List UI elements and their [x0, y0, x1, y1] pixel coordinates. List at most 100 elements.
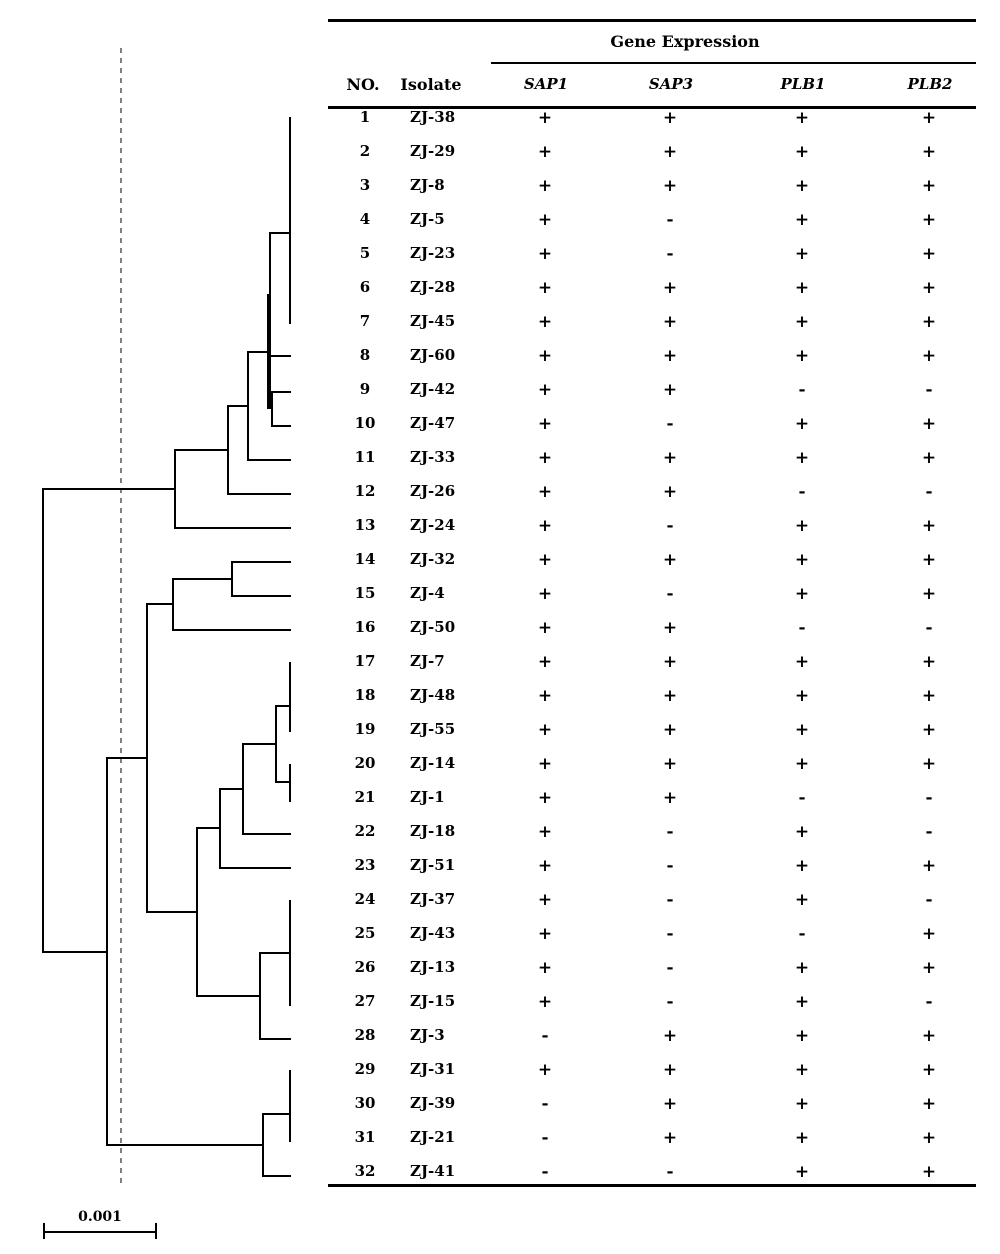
isolate-name: ZJ-39: [410, 1094, 456, 1112]
expression-plb2: +: [921, 312, 937, 332]
row-number: 11: [354, 448, 376, 466]
row-number: 9: [359, 380, 371, 398]
expression-sap1: +: [537, 754, 553, 774]
table-row: 14 ZJ-32 + + + +: [328, 550, 976, 584]
expression-sap1: +: [537, 210, 553, 230]
isolate-name: ZJ-23: [410, 244, 456, 262]
table-row: 31 ZJ-21 - + + +: [328, 1128, 976, 1162]
expression-sap3: +: [662, 550, 678, 570]
expression-sap1: +: [537, 414, 553, 434]
row-number: 26: [354, 958, 376, 976]
column-header-sap3: SAP3: [648, 75, 694, 93]
row-number: 27: [354, 992, 376, 1010]
expression-sap1: +: [537, 1060, 553, 1080]
isolate-name: ZJ-33: [410, 448, 456, 466]
expression-sap3: -: [666, 516, 674, 536]
table-row: 20 ZJ-14 + + + +: [328, 754, 976, 788]
expression-plb2: +: [921, 448, 937, 468]
isolate-name: ZJ-1: [410, 788, 445, 806]
column-header-sap1: SAP1: [523, 75, 569, 93]
isolate-name: ZJ-38: [410, 108, 456, 126]
expression-plb2: +: [921, 686, 937, 706]
expression-plb1: +: [794, 720, 810, 740]
expression-sap1: +: [537, 108, 553, 128]
expression-plb1: -: [798, 482, 806, 502]
table-row: 13 ZJ-24 + - + +: [328, 516, 976, 550]
expression-sap3: +: [662, 278, 678, 298]
expression-plb2: +: [921, 720, 937, 740]
table-row: 30 ZJ-39 - + + +: [328, 1094, 976, 1128]
row-number: 28: [354, 1026, 376, 1044]
expression-plb2: +: [921, 210, 937, 230]
isolate-name: ZJ-29: [410, 142, 456, 160]
isolate-name: ZJ-50: [410, 618, 456, 636]
isolate-name: ZJ-43: [410, 924, 456, 942]
row-number: 17: [354, 652, 376, 670]
isolate-name: ZJ-8: [410, 176, 445, 194]
expression-sap3: -: [666, 856, 674, 876]
table-row: 29 ZJ-31 + + + +: [328, 1060, 976, 1094]
table-row: 6 ZJ-28 + + + +: [328, 278, 976, 312]
row-number: 23: [354, 856, 376, 874]
isolate-name: ZJ-31: [410, 1060, 456, 1078]
expression-plb2: +: [921, 1026, 937, 1046]
expression-plb1: +: [794, 312, 810, 332]
isolate-name: ZJ-47: [410, 414, 456, 432]
expression-plb2: +: [921, 1128, 937, 1148]
column-header-no: NO.: [346, 75, 380, 94]
expression-sap3: -: [666, 890, 674, 910]
isolate-name: ZJ-45: [410, 312, 456, 330]
expression-plb1: +: [794, 1128, 810, 1148]
expression-plb2: +: [921, 958, 937, 978]
expression-sap1: +: [537, 720, 553, 740]
expression-sap1: +: [537, 856, 553, 876]
table-row: 32 ZJ-41 - - + +: [328, 1162, 976, 1196]
table-row: 3 ZJ-8 + + + +: [328, 176, 976, 210]
expression-plb2: +: [921, 924, 937, 944]
expression-plb1: +: [794, 278, 810, 298]
column-header-plb2: PLB2: [907, 75, 953, 93]
table-row: 15 ZJ-4 + - + +: [328, 584, 976, 618]
expression-plb2: +: [921, 1094, 937, 1114]
expression-plb2: +: [921, 1162, 937, 1182]
expression-sap1: +: [537, 244, 553, 264]
expression-plb1: +: [794, 652, 810, 672]
expression-sap3: -: [666, 584, 674, 604]
expression-plb1: +: [794, 346, 810, 366]
expression-plb1: +: [794, 1026, 810, 1046]
expression-sap1: +: [537, 516, 553, 536]
scale-bar-right-tick: [155, 1223, 157, 1239]
expression-sap3: -: [666, 414, 674, 434]
isolate-name: ZJ-26: [410, 482, 456, 500]
row-number: 7: [359, 312, 371, 330]
expression-sap1: +: [537, 448, 553, 468]
expression-sap1: +: [537, 992, 553, 1012]
expression-sap3: +: [662, 652, 678, 672]
isolate-name: ZJ-60: [410, 346, 456, 364]
expression-plb2: -: [925, 788, 933, 808]
expression-plb2: +: [921, 652, 937, 672]
expression-plb1: +: [794, 584, 810, 604]
scale-bar-label: 0.001: [78, 1209, 122, 1225]
expression-sap3: -: [666, 958, 674, 978]
row-number: 13: [354, 516, 376, 534]
table-row: 25 ZJ-43 + - - +: [328, 924, 976, 958]
expression-plb2: -: [925, 482, 933, 502]
expression-plb2: -: [925, 822, 933, 842]
expression-sap1: -: [541, 1162, 549, 1182]
gene-expression-header: Gene Expression: [610, 32, 760, 51]
expression-sap1: +: [537, 482, 553, 502]
expression-sap1: +: [537, 584, 553, 604]
expression-sap1: -: [541, 1094, 549, 1114]
expression-sap1: +: [537, 346, 553, 366]
expression-plb1: +: [794, 1162, 810, 1182]
expression-sap1: +: [537, 312, 553, 332]
row-number: 16: [354, 618, 376, 636]
isolate-name: ZJ-24: [410, 516, 456, 534]
expression-sap1: +: [537, 618, 553, 638]
row-number: 2: [359, 142, 371, 160]
isolate-name: ZJ-15: [410, 992, 456, 1010]
expression-plb2: -: [925, 992, 933, 1012]
expression-plb1: +: [794, 550, 810, 570]
table-row: 10 ZJ-47 + - + +: [328, 414, 976, 448]
